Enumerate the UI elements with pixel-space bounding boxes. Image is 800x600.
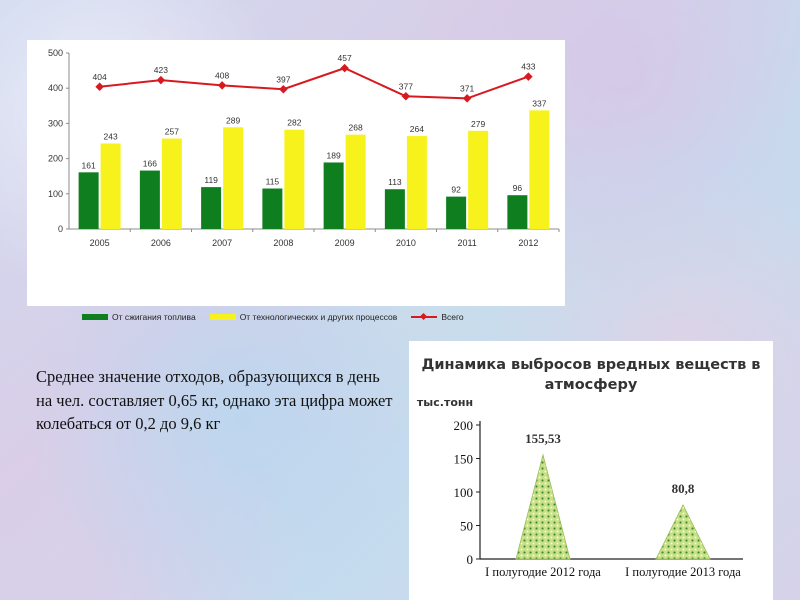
x-tick-label: 2009 (335, 238, 355, 248)
x-tick-label: 2007 (212, 238, 232, 248)
legend-swatch-total (411, 312, 438, 322)
cone-mark (515, 453, 571, 560)
data-label-process: 337 (532, 98, 546, 108)
data-label-fuel: 166 (143, 159, 157, 169)
data-label-total: 457 (338, 53, 352, 63)
atmosphere-chart-title: Динамика выбросов вредных веществ в атмо… (421, 357, 761, 393)
bar-process (284, 129, 305, 229)
data-label-fuel: 189 (327, 150, 341, 160)
data-label-total: 371 (460, 83, 474, 93)
data-label-fuel: 161 (82, 160, 96, 170)
legend-swatch-fuel (82, 314, 108, 320)
data-label-fuel: 115 (266, 177, 280, 187)
bar-fuel (78, 172, 99, 229)
y-tick-label: 500 (48, 48, 63, 58)
total-point (340, 63, 349, 73)
waste-note-text: Среднее значение отходов, образующихся в… (36, 367, 393, 433)
data-label: 155,53 (525, 431, 561, 446)
chart-legend: От сжигания топлива От технологических и… (82, 310, 478, 324)
x-tick-label: 2006 (151, 238, 171, 248)
bar-process (468, 130, 489, 229)
bar-fuel (323, 162, 344, 229)
data-label-fuel: 113 (388, 177, 402, 187)
y-tick-label: 100 (454, 485, 474, 500)
data-label-fuel: 92 (451, 185, 461, 195)
y-tick-label: 300 (48, 118, 63, 128)
cone-mark (655, 503, 711, 560)
emissions-chart-panel: 0 100 200 300 400 500 161 243 2005 166 257 2006 119 2… (27, 40, 565, 322)
legend-label-process: От технологических и других процессов (239, 312, 398, 322)
x-tick-label: 2010 (396, 238, 416, 248)
total-point (95, 82, 104, 92)
total-point (217, 81, 227, 90)
bar-fuel (384, 189, 405, 229)
y-tick-label: 400 (48, 83, 63, 93)
data-label-fuel: 119 (204, 175, 218, 185)
legend-label-total: Всего (441, 312, 464, 322)
data-label-process: 257 (165, 127, 179, 137)
bar-fuel (139, 170, 160, 229)
x-tick-label: 2005 (90, 238, 110, 248)
x-tick-label: I полугодие 2012 года (485, 565, 601, 579)
data-label: 80,8 (672, 481, 695, 496)
data-label-process: 243 (104, 131, 118, 141)
x-tick-label: 2008 (273, 238, 293, 248)
data-label-total: 404 (93, 72, 107, 82)
data-label-process: 268 (349, 123, 363, 133)
bar-fuel (262, 188, 283, 229)
legend-item-process: От технологических и других процессов (209, 312, 398, 322)
data-label-process: 282 (287, 118, 301, 128)
data-label-fuel: 96 (513, 183, 523, 193)
bar-fuel (507, 195, 528, 229)
atmosphere-cone-chart: тыс.тонн 0 50 100 150 200 155,53 I полугодие 20… (417, 396, 743, 579)
data-label-total: 408 (215, 70, 229, 80)
y-tick-label: 200 (48, 154, 63, 164)
emissions-bar-chart: 0 100 200 300 400 500 161 243 2005 166 257 2006 119 2… (48, 48, 560, 248)
bar-process (529, 110, 550, 229)
legend-label-fuel: От сжигания топлива (112, 312, 196, 322)
total-point (279, 85, 288, 94)
legend-item-total: Всего (411, 312, 464, 322)
data-label-total: 397 (276, 74, 290, 84)
legend-swatch-process (209, 314, 236, 320)
data-label-total: 423 (154, 65, 168, 75)
bar-process (100, 143, 121, 229)
bar-process (345, 134, 366, 229)
y-tick-label: 50 (460, 519, 473, 534)
legend-item-fuel: От сжигания топлива (82, 312, 196, 322)
data-label-process: 264 (410, 124, 424, 134)
data-label-total: 377 (399, 81, 413, 91)
total-point (462, 94, 472, 103)
x-tick-label: 2011 (457, 238, 476, 248)
total-line (99, 67, 529, 100)
atmosphere-chart-panel: Динамика выбросов вредных веществ в атмо… (409, 341, 773, 600)
total-point (401, 92, 411, 101)
x-tick-label: I полугодие 2013 года (625, 565, 741, 579)
bar-fuel (446, 196, 467, 229)
y-tick-label: 100 (48, 189, 63, 199)
total-point (524, 72, 533, 81)
bar-fuel (201, 187, 222, 229)
y-axis-title: тыс.тонн (417, 396, 473, 409)
total-point (156, 75, 166, 85)
data-label-process: 289 (226, 115, 240, 125)
y-tick-label: 0 (467, 552, 474, 567)
y-tick-label: 200 (454, 418, 474, 433)
data-label-process: 279 (471, 119, 485, 129)
x-tick-label: 2012 (518, 238, 538, 248)
bar-process (406, 136, 427, 229)
y-tick-label: 150 (454, 452, 474, 467)
data-label-total: 433 (521, 62, 535, 72)
bar-process (161, 138, 182, 229)
bar-process (223, 127, 244, 229)
y-tick-label: 0 (58, 224, 63, 234)
